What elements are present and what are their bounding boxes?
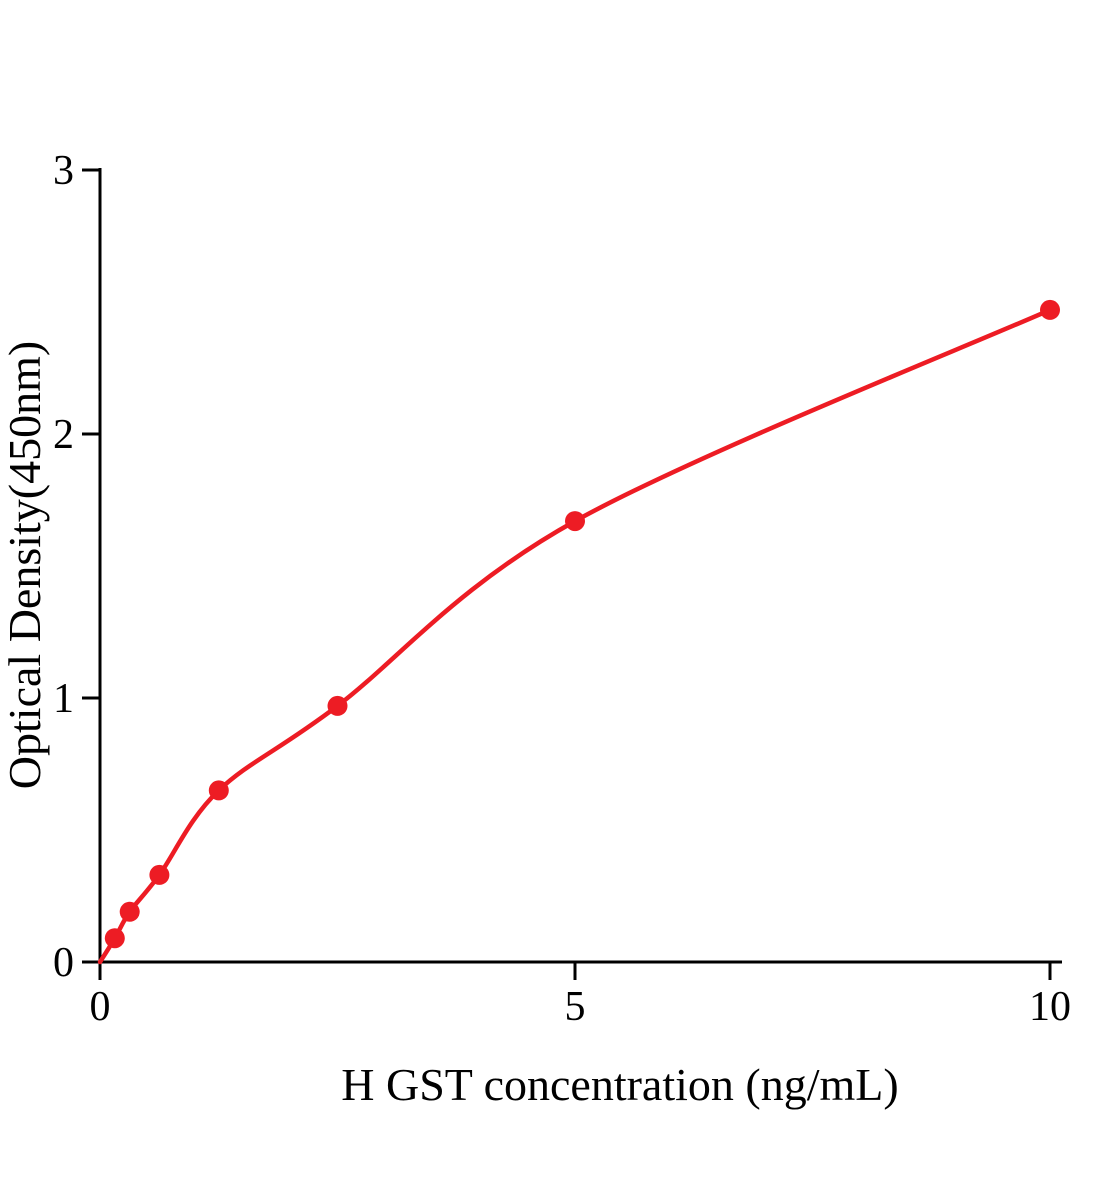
x-tick-label: 10 — [1029, 984, 1071, 1030]
data-point — [119, 901, 140, 922]
data-point — [327, 695, 348, 716]
x-tick-label: 5 — [565, 984, 586, 1030]
axis-spines — [98, 168, 1062, 964]
data-point — [208, 780, 229, 801]
axes — [98, 168, 1062, 964]
data-points — [104, 299, 1060, 949]
y-tick-label: 0 — [53, 940, 74, 986]
y-axis-title: Optical Density(450nm) — [0, 341, 50, 789]
x-tick-label: 0 — [90, 984, 111, 1030]
data-point — [104, 928, 125, 949]
standard-curve-line — [97, 307, 1053, 965]
y-tick-label: 2 — [53, 412, 74, 458]
axis-ticks — [82, 168, 1052, 980]
x-axis-title: H GST concentration (ng/mL) — [341, 1059, 898, 1110]
data-point — [1040, 299, 1060, 320]
y-tick-label: 3 — [53, 148, 74, 194]
data-point — [565, 511, 585, 532]
axis-tick-labels: 0 5 10 0 1 2 3 — [53, 148, 1071, 1030]
y-tick-label: 1 — [53, 676, 74, 722]
data-point — [149, 864, 170, 885]
